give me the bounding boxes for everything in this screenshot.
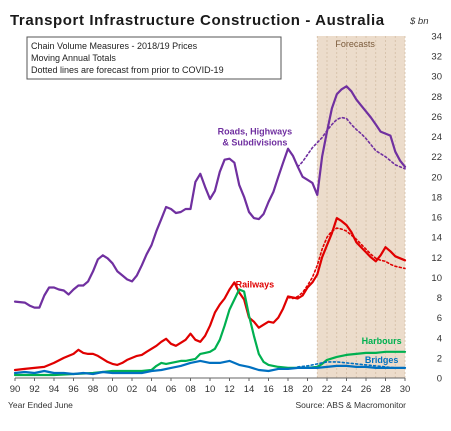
series-label-bridges: Bridges (365, 355, 399, 365)
forecast-band (317, 36, 405, 378)
x-tick-label: 14 (244, 384, 255, 395)
series-label-harbours: Harbours (362, 336, 402, 346)
x-tick-label: 00 (107, 384, 118, 395)
x-tick-label: 02 (127, 384, 138, 395)
x-tick-label: 16 (263, 384, 274, 395)
series-label-line: & Subdivisions (222, 138, 287, 148)
y-tick-label: 18 (431, 192, 442, 203)
y-tick-label: 2 (437, 353, 442, 364)
x-tick-label: 90 (10, 384, 21, 395)
series-line-roads (13, 85, 407, 309)
y-tick-label: 8 (437, 293, 442, 304)
series-line-harbours (13, 288, 407, 377)
y-tick-label: 30 (431, 72, 442, 83)
note-line-2: Moving Annual Totals (31, 53, 116, 63)
x-tick-label: 26 (361, 384, 372, 395)
y-tick-label: 24 (431, 132, 442, 143)
series-line-roads-forecast (296, 116, 406, 170)
series-label-line: Roads, Highways (218, 127, 293, 137)
x-tick-label: 20 (302, 384, 313, 395)
y-tick-label: 20 (431, 172, 442, 183)
series-line-bridges-forecast (296, 361, 406, 369)
x-tick-label: 30 (400, 384, 411, 395)
series-label-line: Harbours (362, 336, 402, 346)
x-tick-label: 04 (146, 384, 157, 395)
notes-box (26, 36, 282, 80)
series-line-bridges (13, 359, 407, 376)
x-tick-label: 28 (380, 384, 391, 395)
y-tick-label: 10 (431, 273, 442, 284)
x-tick-label: 98 (88, 384, 99, 395)
note-line-3: Dotted lines are forecast from prior to … (31, 65, 224, 75)
x-tick-label: 94 (49, 384, 60, 395)
y-tick-label: 28 (431, 92, 442, 103)
series-label-line: Railways (236, 279, 275, 289)
series-line-railways (13, 217, 407, 372)
y-tick-label: 6 (437, 313, 442, 324)
y-tick-label: 0 (437, 374, 442, 385)
series-label-roads: Roads, Highways & Subdivisions (218, 127, 293, 148)
x-tick-label: 96 (68, 384, 79, 395)
x-tick-label: 08 (185, 384, 196, 395)
source-note: Source: ABS & Macromonitor (295, 400, 406, 410)
y-tick-label: 34 (431, 32, 442, 43)
series-line-railways-forecast (287, 227, 406, 300)
y-tick-label: 4 (437, 333, 442, 344)
y-tick-label: 26 (431, 112, 442, 123)
y-tick-label: 22 (431, 152, 442, 163)
y-tick-label: 16 (431, 213, 442, 224)
x-tick-label: 18 (283, 384, 294, 395)
x-tick-label: 10 (205, 384, 216, 395)
y-tick-label: 12 (431, 253, 442, 264)
chart-title: Transport Infrastructure Construction - … (10, 12, 385, 29)
x-tick-label: 92 (29, 384, 40, 395)
note-line-1: Chain Volume Measures - 2018/19 Prices (31, 41, 198, 51)
forecast-label: Forecasts (335, 39, 375, 49)
series-label-railways: Railways (236, 279, 275, 289)
x-tick-label: 12 (224, 384, 235, 395)
x-tick-label: 24 (341, 384, 352, 395)
y-unit-label: $ bn (409, 16, 429, 27)
series-label-line: Bridges (365, 355, 399, 365)
x-axis-label: Year Ended June (8, 400, 73, 410)
x-tick-label: 22 (322, 384, 333, 395)
y-tick-label: 32 (431, 52, 442, 63)
y-tick-label: 14 (431, 233, 442, 244)
x-tick-label: 06 (166, 384, 177, 395)
